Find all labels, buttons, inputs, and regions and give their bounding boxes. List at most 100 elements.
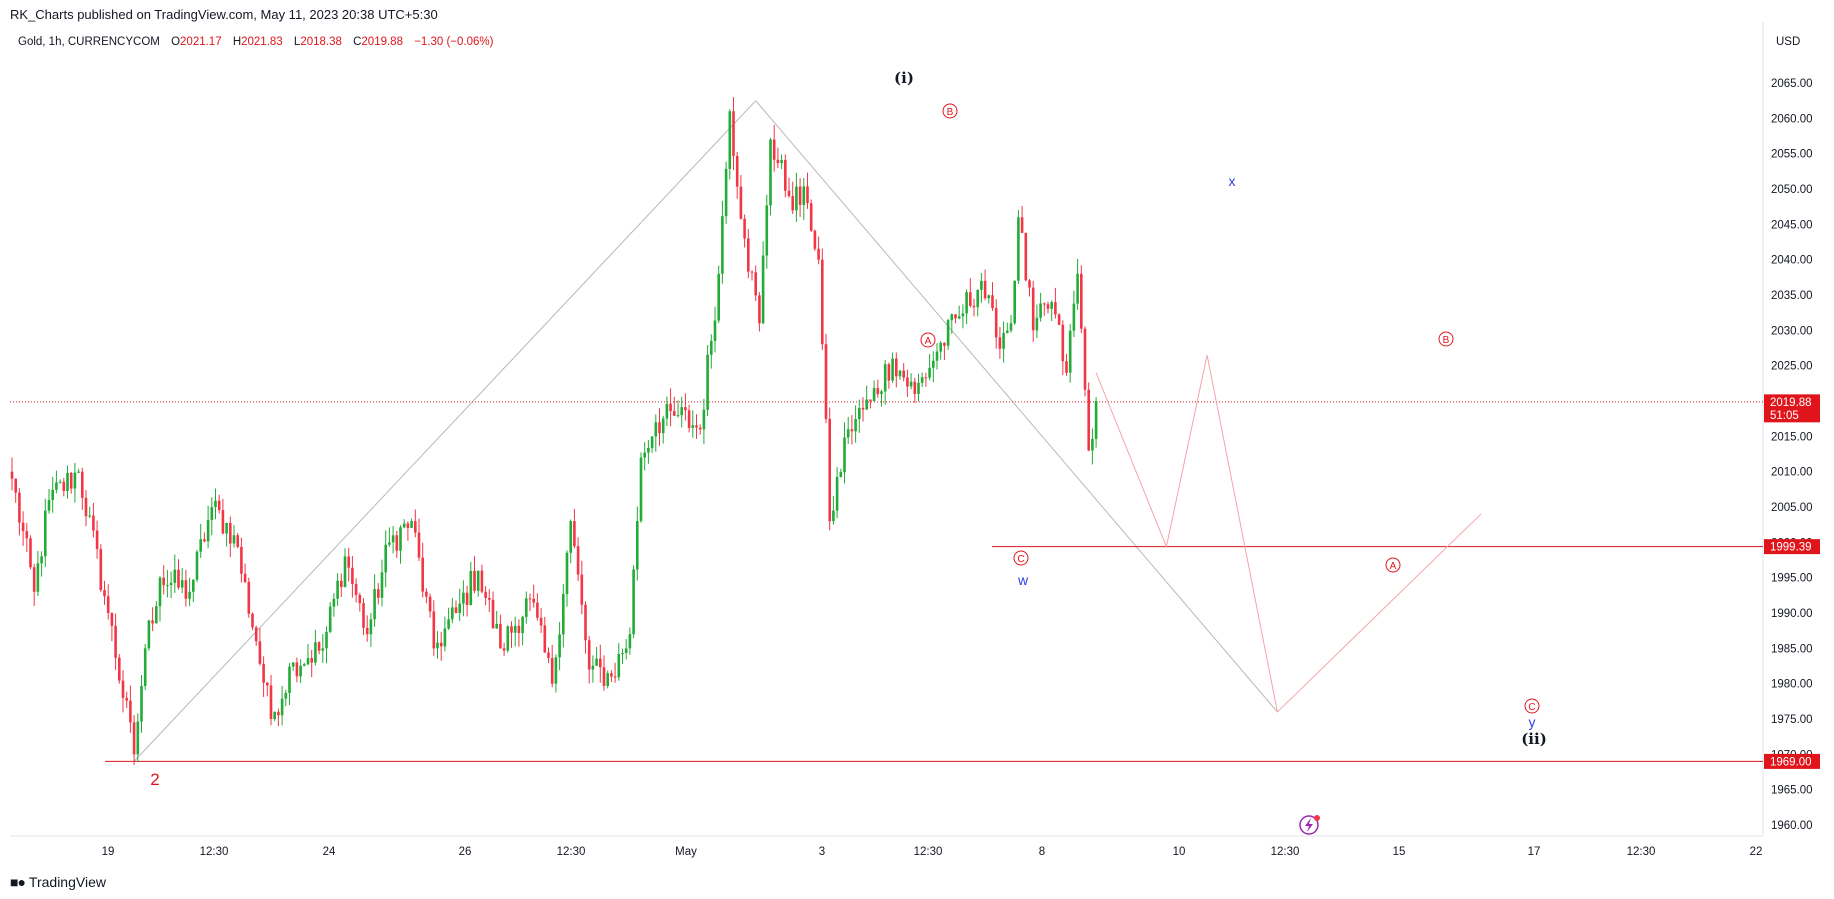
candle xyxy=(377,583,380,605)
circle-label-c-low: C xyxy=(1013,550,1029,566)
candle xyxy=(373,574,376,627)
candle xyxy=(151,607,154,632)
candle xyxy=(957,305,961,320)
candle xyxy=(299,659,302,684)
candle xyxy=(232,525,236,548)
candle xyxy=(991,282,994,311)
candle xyxy=(780,154,783,170)
candle xyxy=(354,578,358,603)
candle xyxy=(125,691,128,708)
candle xyxy=(1017,209,1020,284)
y-tick-label: 2030.00 xyxy=(1771,325,1813,337)
candle xyxy=(1050,300,1053,322)
wave-label-2: 2 xyxy=(150,770,159,789)
candle xyxy=(994,299,998,349)
candle xyxy=(77,468,80,474)
candle xyxy=(436,631,439,659)
candle xyxy=(695,414,698,439)
candle xyxy=(565,550,569,607)
candle xyxy=(58,479,62,484)
candle xyxy=(798,178,802,217)
x-tick-label: 10 xyxy=(1173,846,1186,858)
candle xyxy=(821,248,824,350)
x-tick-label: 17 xyxy=(1528,846,1541,858)
candle xyxy=(613,662,617,683)
candle xyxy=(606,670,609,689)
candle xyxy=(425,588,428,604)
x-tick-label: 15 xyxy=(1393,846,1406,858)
candle xyxy=(1076,258,1079,310)
candle xyxy=(1035,304,1039,339)
candle xyxy=(217,494,221,514)
candle xyxy=(835,467,839,519)
candle xyxy=(417,518,421,561)
candle xyxy=(243,563,247,584)
candle xyxy=(617,643,621,681)
candle xyxy=(147,619,151,651)
candle xyxy=(724,161,728,224)
candle xyxy=(132,714,136,765)
candle xyxy=(47,488,51,514)
lightning-icon[interactable] xyxy=(1299,815,1320,835)
candle xyxy=(158,576,162,622)
candle xyxy=(121,670,125,713)
candle xyxy=(587,635,591,684)
candle xyxy=(1043,302,1046,316)
candle xyxy=(29,535,32,570)
current-price-tag-countdown: 51:05 xyxy=(1770,410,1799,422)
legend-h-label: H xyxy=(233,36,241,48)
y-tick-label: 2025.00 xyxy=(1771,361,1813,373)
x-tick-label: May xyxy=(675,846,697,858)
candle xyxy=(743,214,746,248)
candle xyxy=(521,615,524,646)
candle xyxy=(1046,301,1050,314)
candle xyxy=(188,577,191,606)
candle xyxy=(421,542,424,598)
candle xyxy=(1068,324,1072,383)
candle xyxy=(155,601,158,624)
candle xyxy=(454,600,458,614)
y-tick-label: 1995.00 xyxy=(1771,573,1813,585)
candle xyxy=(110,612,114,642)
candle xyxy=(32,563,36,606)
candle xyxy=(365,615,369,642)
candle xyxy=(599,644,602,683)
candle xyxy=(710,334,713,369)
candle xyxy=(872,380,876,402)
candle xyxy=(513,616,517,647)
candle xyxy=(539,607,543,634)
candle xyxy=(1006,322,1009,334)
candle xyxy=(321,634,325,663)
candle xyxy=(114,613,117,671)
candle xyxy=(713,306,717,353)
candle xyxy=(998,326,1002,359)
horizontal-levels xyxy=(10,401,1763,762)
candle xyxy=(647,440,650,464)
candle xyxy=(317,641,321,655)
candle xyxy=(584,601,587,654)
candle xyxy=(1057,313,1061,326)
tradingview-logo[interactable]: ■● TradingView xyxy=(10,874,106,890)
candle xyxy=(391,526,395,554)
candle xyxy=(876,379,880,398)
candle xyxy=(735,151,739,199)
legend-o-label: O xyxy=(171,36,180,48)
candle xyxy=(510,621,513,648)
candle xyxy=(284,689,288,707)
footer-brand: TradingView xyxy=(28,874,106,890)
x-tick-label: 24 xyxy=(323,846,336,858)
candle xyxy=(488,589,491,613)
price-axis: 2065.00 2060.00 2055.00 2050.00 2045.00 2040.… xyxy=(1771,78,1813,832)
candle xyxy=(932,351,935,383)
candle xyxy=(887,362,891,389)
candle xyxy=(303,662,306,667)
candle xyxy=(943,342,946,360)
candle xyxy=(895,352,898,388)
candle xyxy=(184,569,188,607)
y-tick-label: 1985.00 xyxy=(1771,643,1813,655)
legend-l-value: 2018.38 xyxy=(300,36,342,48)
candle xyxy=(865,385,868,410)
candle xyxy=(983,269,987,301)
candle xyxy=(543,616,547,653)
